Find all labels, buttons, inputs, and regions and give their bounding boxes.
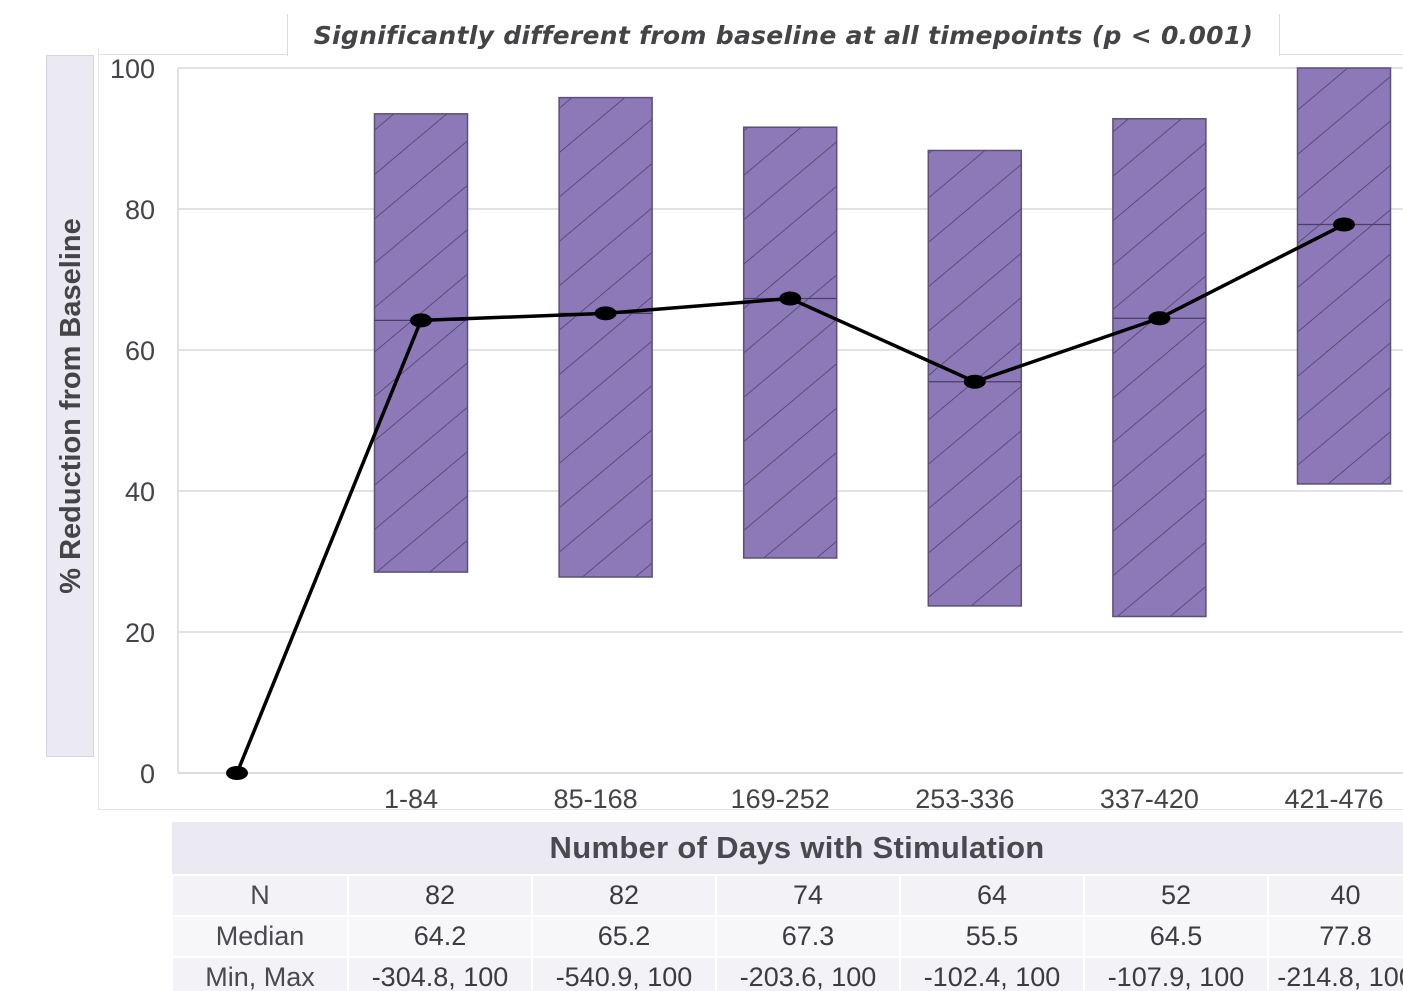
y-axis-label-panel: [46, 55, 94, 757]
table-row: N 82 82 74 64 52 40: [171, 874, 1403, 916]
x-tick-label-1-84: 1-84: [384, 784, 438, 814]
table-cell: -214.8, 100: [1266, 956, 1403, 991]
median-point-421-476: [1333, 217, 1355, 232]
y-tick-label-80: 80: [125, 195, 155, 225]
chart-title-box: Significantly different from baseline at…: [287, 14, 1280, 56]
table-cell: 64.2: [347, 915, 532, 957]
stats-table: Number of Days with Stimulation N 82 82 74 6…: [171, 822, 1403, 991]
table-cell: 82: [347, 874, 532, 916]
table-row: Median 64.2 65.2 67.3 55.5 64.5 77.8: [171, 915, 1403, 957]
x-tick-label-421-476: 421-476: [1284, 784, 1383, 814]
median-point-85-168: [594, 306, 617, 321]
median-point-baseline: [226, 766, 248, 780]
table-cell: 82: [531, 874, 716, 916]
table-row-label: Min, Max: [171, 956, 348, 991]
table-cell: -203.6, 100: [715, 956, 900, 991]
title-rule-right: [1279, 54, 1403, 55]
stats-table-container: Number of Days with Stimulation N 82 82 74 6…: [171, 822, 1403, 991]
table-cell: 67.3: [715, 915, 900, 957]
x-tick-label-85-168: 85-168: [554, 784, 638, 814]
table-cell: 55.5: [899, 915, 1084, 957]
table-cell: 40: [1266, 874, 1403, 916]
x-tick-label-253-336: 253-336: [915, 784, 1014, 814]
table-cell: -304.8, 100: [347, 956, 532, 991]
table-cell: 65.2: [531, 915, 716, 957]
chart-plot: 0 20 40 60 80 100 1-84 85-168 169-252 253-336 337…: [110, 54, 1403, 814]
bar-hatch-169-252: [742, 126, 838, 559]
y-tick-label-20: 20: [125, 618, 155, 648]
bar-hatch-421-476: [1296, 67, 1392, 485]
table-row-label: N: [171, 874, 348, 916]
median-point-337-420: [1148, 311, 1171, 326]
y-tick-label-0: 0: [140, 759, 155, 789]
table-cell: 74: [715, 874, 900, 916]
title-rule-left: [98, 54, 287, 55]
x-tick-label-169-252: 169-252: [731, 784, 830, 814]
table-cell: 64.5: [1083, 915, 1268, 957]
bar-hatch-337-420: [1112, 118, 1207, 618]
table-cell: -107.9, 100: [1083, 956, 1268, 991]
bar-hatch-1-84: [373, 113, 469, 573]
y-tick-label-40: 40: [125, 477, 155, 507]
x-axis-label: Number of Days with Stimulation: [172, 822, 1403, 875]
bar-hatch-85-168: [558, 96, 653, 578]
x-tick-label-337-420: 337-420: [1100, 784, 1199, 814]
table-row: Min, Max -304.8, 100 -540.9, 100 -203.6, 10…: [171, 956, 1403, 991]
table-row-label: Median: [171, 915, 348, 957]
median-point-169-252: [779, 291, 802, 306]
table-cell: 52: [1083, 874, 1268, 916]
table-cell: 64: [899, 874, 1084, 916]
chart-title: Significantly different from baseline at…: [313, 21, 1254, 50]
median-point-1-84: [410, 313, 432, 328]
y-tick-label-60: 60: [125, 336, 155, 366]
table-cell: 77.8: [1266, 915, 1403, 957]
median-point-253-336: [963, 374, 986, 389]
plot-frame: [98, 48, 1403, 810]
table-cell: -102.4, 100: [899, 956, 1084, 991]
table-cell: -540.9, 100: [531, 956, 716, 991]
y-tick-label-100: 100: [110, 54, 155, 84]
